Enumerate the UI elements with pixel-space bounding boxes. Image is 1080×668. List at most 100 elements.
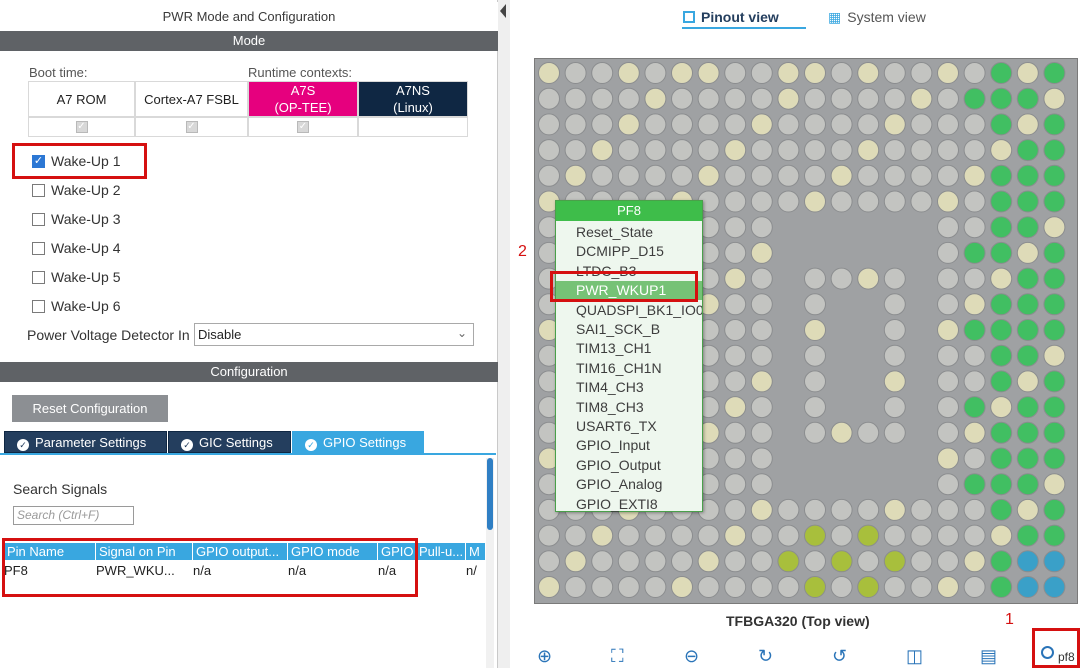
- pin[interactable]: [777, 524, 800, 547]
- pin[interactable]: [671, 87, 693, 110]
- pin[interactable]: [591, 524, 614, 547]
- pin[interactable]: [591, 62, 614, 84]
- pin[interactable]: [1016, 576, 1039, 598]
- search-icon[interactable]: [1041, 646, 1054, 659]
- pin[interactable]: [1043, 498, 1066, 521]
- pin[interactable]: [724, 319, 747, 341]
- pin[interactable]: [937, 62, 959, 84]
- pin[interactable]: [963, 190, 986, 213]
- pin[interactable]: [963, 164, 986, 187]
- menu-item-dcmipp_d15[interactable]: DCMIPP_D15: [576, 243, 664, 260]
- pin[interactable]: [1043, 447, 1066, 470]
- pin[interactable]: [857, 190, 880, 213]
- rotate-right-icon[interactable]: ↻: [758, 646, 774, 666]
- pin[interactable]: [883, 344, 906, 367]
- pin[interactable]: [963, 216, 986, 239]
- pin[interactable]: [1016, 87, 1039, 110]
- pin[interactable]: [804, 498, 826, 521]
- pin[interactable]: [883, 113, 906, 136]
- checkbox-icon[interactable]: [32, 183, 45, 197]
- pin[interactable]: [750, 139, 773, 162]
- pin[interactable]: [963, 447, 986, 470]
- pin[interactable]: [1016, 370, 1039, 393]
- pin[interactable]: [804, 319, 826, 341]
- pin[interactable]: [963, 576, 986, 598]
- pin[interactable]: [671, 576, 693, 598]
- pin[interactable]: [1016, 293, 1039, 316]
- pin[interactable]: [1043, 370, 1066, 393]
- pin[interactable]: [1043, 87, 1066, 110]
- pin[interactable]: [724, 293, 747, 316]
- pin[interactable]: [937, 473, 959, 496]
- pin[interactable]: [937, 319, 959, 341]
- pin[interactable]: [724, 267, 747, 290]
- pin[interactable]: [697, 139, 720, 162]
- wakeup-checkbox-4[interactable]: Wake-Up 4: [32, 237, 121, 259]
- pin[interactable]: [1016, 113, 1039, 136]
- pin[interactable]: [937, 241, 959, 264]
- pin[interactable]: [644, 113, 667, 136]
- pin[interactable]: [671, 113, 693, 136]
- pin[interactable]: [937, 190, 959, 213]
- pin[interactable]: [750, 396, 773, 419]
- pin[interactable]: [724, 190, 747, 213]
- pin[interactable]: [777, 550, 800, 573]
- pin[interactable]: [990, 164, 1013, 187]
- table-row[interactable]: PF8 PWR_WKU... n/a n/a n/a n/: [4, 562, 486, 580]
- pin[interactable]: [937, 396, 959, 419]
- pin[interactable]: [830, 139, 853, 162]
- pin[interactable]: [777, 139, 800, 162]
- pin[interactable]: [591, 550, 614, 573]
- pin[interactable]: [857, 139, 880, 162]
- pin[interactable]: [1043, 267, 1066, 290]
- pin[interactable]: [564, 139, 587, 162]
- menu-item-tim13_ch1[interactable]: TIM13_CH1: [576, 340, 652, 357]
- pin[interactable]: [990, 396, 1013, 419]
- pin[interactable]: [750, 319, 773, 341]
- pin[interactable]: [883, 267, 906, 290]
- pin[interactable]: [990, 550, 1013, 573]
- tab-gic-settings[interactable]: ✓ GIC Settings: [168, 431, 291, 453]
- pin[interactable]: [564, 576, 587, 598]
- menu-item-ltdc_b3[interactable]: LTDC_B3: [576, 262, 637, 279]
- checkbox-icon[interactable]: [32, 241, 45, 255]
- pin[interactable]: [937, 421, 959, 444]
- pin[interactable]: [883, 576, 906, 598]
- pin[interactable]: [937, 370, 959, 393]
- menu-item-usart6_tx[interactable]: USART6_TX: [576, 418, 657, 434]
- checkbox-icon[interactable]: [32, 299, 45, 313]
- pin[interactable]: [804, 396, 826, 419]
- pin[interactable]: [963, 319, 986, 341]
- pin[interactable]: [910, 139, 933, 162]
- pin[interactable]: [910, 62, 933, 84]
- pin[interactable]: [1016, 319, 1039, 341]
- pin[interactable]: [724, 524, 747, 547]
- pin[interactable]: [1016, 550, 1039, 573]
- pin[interactable]: [777, 87, 800, 110]
- column-header[interactable]: Pin Name: [4, 543, 96, 560]
- checkbox-icon[interactable]: ✓: [32, 154, 45, 168]
- pin[interactable]: [804, 421, 826, 444]
- pin[interactable]: [857, 550, 880, 573]
- column-header[interactable]: M: [466, 543, 486, 560]
- table-scrollbar[interactable]: [486, 458, 494, 668]
- pin[interactable]: [750, 473, 773, 496]
- pin[interactable]: [857, 524, 880, 547]
- pin[interactable]: [644, 524, 667, 547]
- pin[interactable]: [617, 524, 640, 547]
- pin[interactable]: [804, 190, 826, 213]
- pin[interactable]: [963, 550, 986, 573]
- pin[interactable]: [937, 344, 959, 367]
- pin[interactable]: [1016, 164, 1039, 187]
- pin[interactable]: [724, 216, 747, 239]
- menu-item-tim8_ch3[interactable]: TIM8_CH3: [576, 398, 644, 415]
- pin[interactable]: [883, 293, 906, 316]
- pin[interactable]: [724, 550, 747, 573]
- pin[interactable]: [937, 267, 959, 290]
- pin[interactable]: [1043, 344, 1066, 367]
- pin[interactable]: [617, 576, 640, 598]
- pin[interactable]: [830, 190, 853, 213]
- pin[interactable]: [777, 164, 800, 187]
- pin[interactable]: [644, 164, 667, 187]
- pin[interactable]: [804, 267, 826, 290]
